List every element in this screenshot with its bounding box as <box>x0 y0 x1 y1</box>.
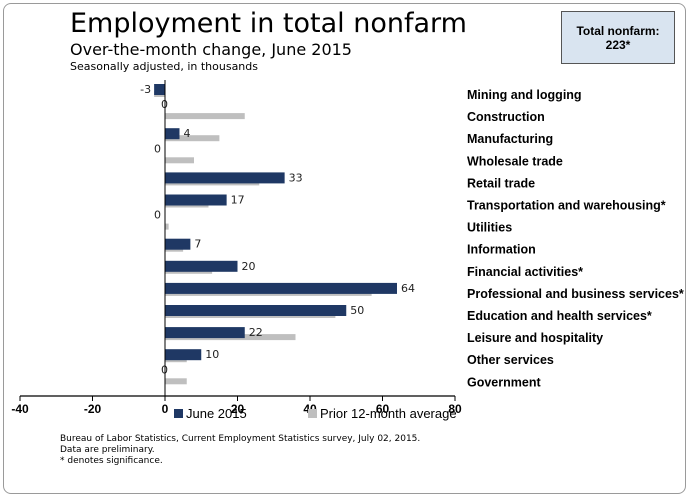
preliminary-note: Data are preliminary. <box>60 445 155 455</box>
data-label: 17 <box>231 194 245 207</box>
category-label: Financial activities* <box>467 265 583 279</box>
data-label: 7 <box>194 238 201 251</box>
june-bar <box>165 305 347 316</box>
category-label: Other services <box>467 353 554 367</box>
category-label: Leisure and hospitality <box>467 331 603 345</box>
category-label: Manufacturing <box>467 132 553 146</box>
legend-label-average: Prior 12-month average <box>320 406 457 421</box>
data-label: 4 <box>184 127 191 140</box>
june-bar <box>165 349 202 361</box>
category-label: Mining and logging <box>467 88 582 102</box>
significance-note: * denotes significance. <box>60 456 163 466</box>
june-bar <box>165 282 397 294</box>
june-bar <box>165 172 285 184</box>
legend-swatch-average <box>308 409 317 418</box>
total-box-label: Total nonfarm: <box>576 24 660 38</box>
data-label: 64 <box>401 282 415 295</box>
category-label: Construction <box>467 110 545 124</box>
june-bar <box>165 194 227 206</box>
chart-title: Employment in total nonfarm <box>70 8 467 39</box>
category-label: Transportation and warehousing* <box>467 199 666 213</box>
data-label: 33 <box>289 171 303 184</box>
legend-swatch-june <box>174 409 183 418</box>
data-label: 0 <box>154 142 161 155</box>
x-tick-label: -20 <box>84 402 102 416</box>
x-tick-label: 0 <box>162 402 169 416</box>
chart-subtitle: Over-the-month change, June 2015 <box>70 40 352 59</box>
category-label: Education and health services* <box>467 309 652 323</box>
data-label: -3 <box>140 83 151 96</box>
units-note: Seasonally adjusted, in thousands <box>70 60 258 73</box>
category-label: Professional and business services* <box>467 287 684 301</box>
x-tick-label: 60 <box>376 402 390 416</box>
total-box-value: 223* <box>605 38 631 52</box>
category-label: Government <box>467 375 541 389</box>
june-bar <box>165 238 191 250</box>
source-notes: Bureau of Labor Statistics, Current Empl… <box>60 434 420 467</box>
prior-average-bar <box>165 157 194 164</box>
data-label: 0 <box>154 209 161 222</box>
category-label: Wholesale trade <box>467 154 563 168</box>
x-tick-label: 80 <box>448 402 462 416</box>
category-label: Information <box>467 243 536 257</box>
prior-average-bar <box>165 223 169 230</box>
data-label: 20 <box>242 260 256 273</box>
total-nonfarm-box: Total nonfarm: 223* <box>561 11 675 64</box>
category-label: Retail trade <box>467 176 535 190</box>
x-tick-label: 20 <box>231 402 245 416</box>
x-tick-label: -40 <box>11 402 29 416</box>
data-label: 22 <box>249 326 263 339</box>
chart-frame <box>3 3 686 494</box>
data-label: 10 <box>205 348 219 361</box>
data-label: 50 <box>350 304 364 317</box>
june-bar <box>165 128 180 140</box>
june-bar <box>165 327 245 339</box>
source-line: Bureau of Labor Statistics, Current Empl… <box>60 434 421 444</box>
legend-label-june: June 2015 <box>186 406 247 421</box>
prior-average-bar <box>165 113 245 120</box>
prior-average-bar <box>165 378 187 385</box>
june-bar <box>165 260 238 272</box>
prior-average-bar <box>165 135 220 142</box>
category-label: Utilities <box>467 221 512 235</box>
june-bar <box>154 84 165 95</box>
